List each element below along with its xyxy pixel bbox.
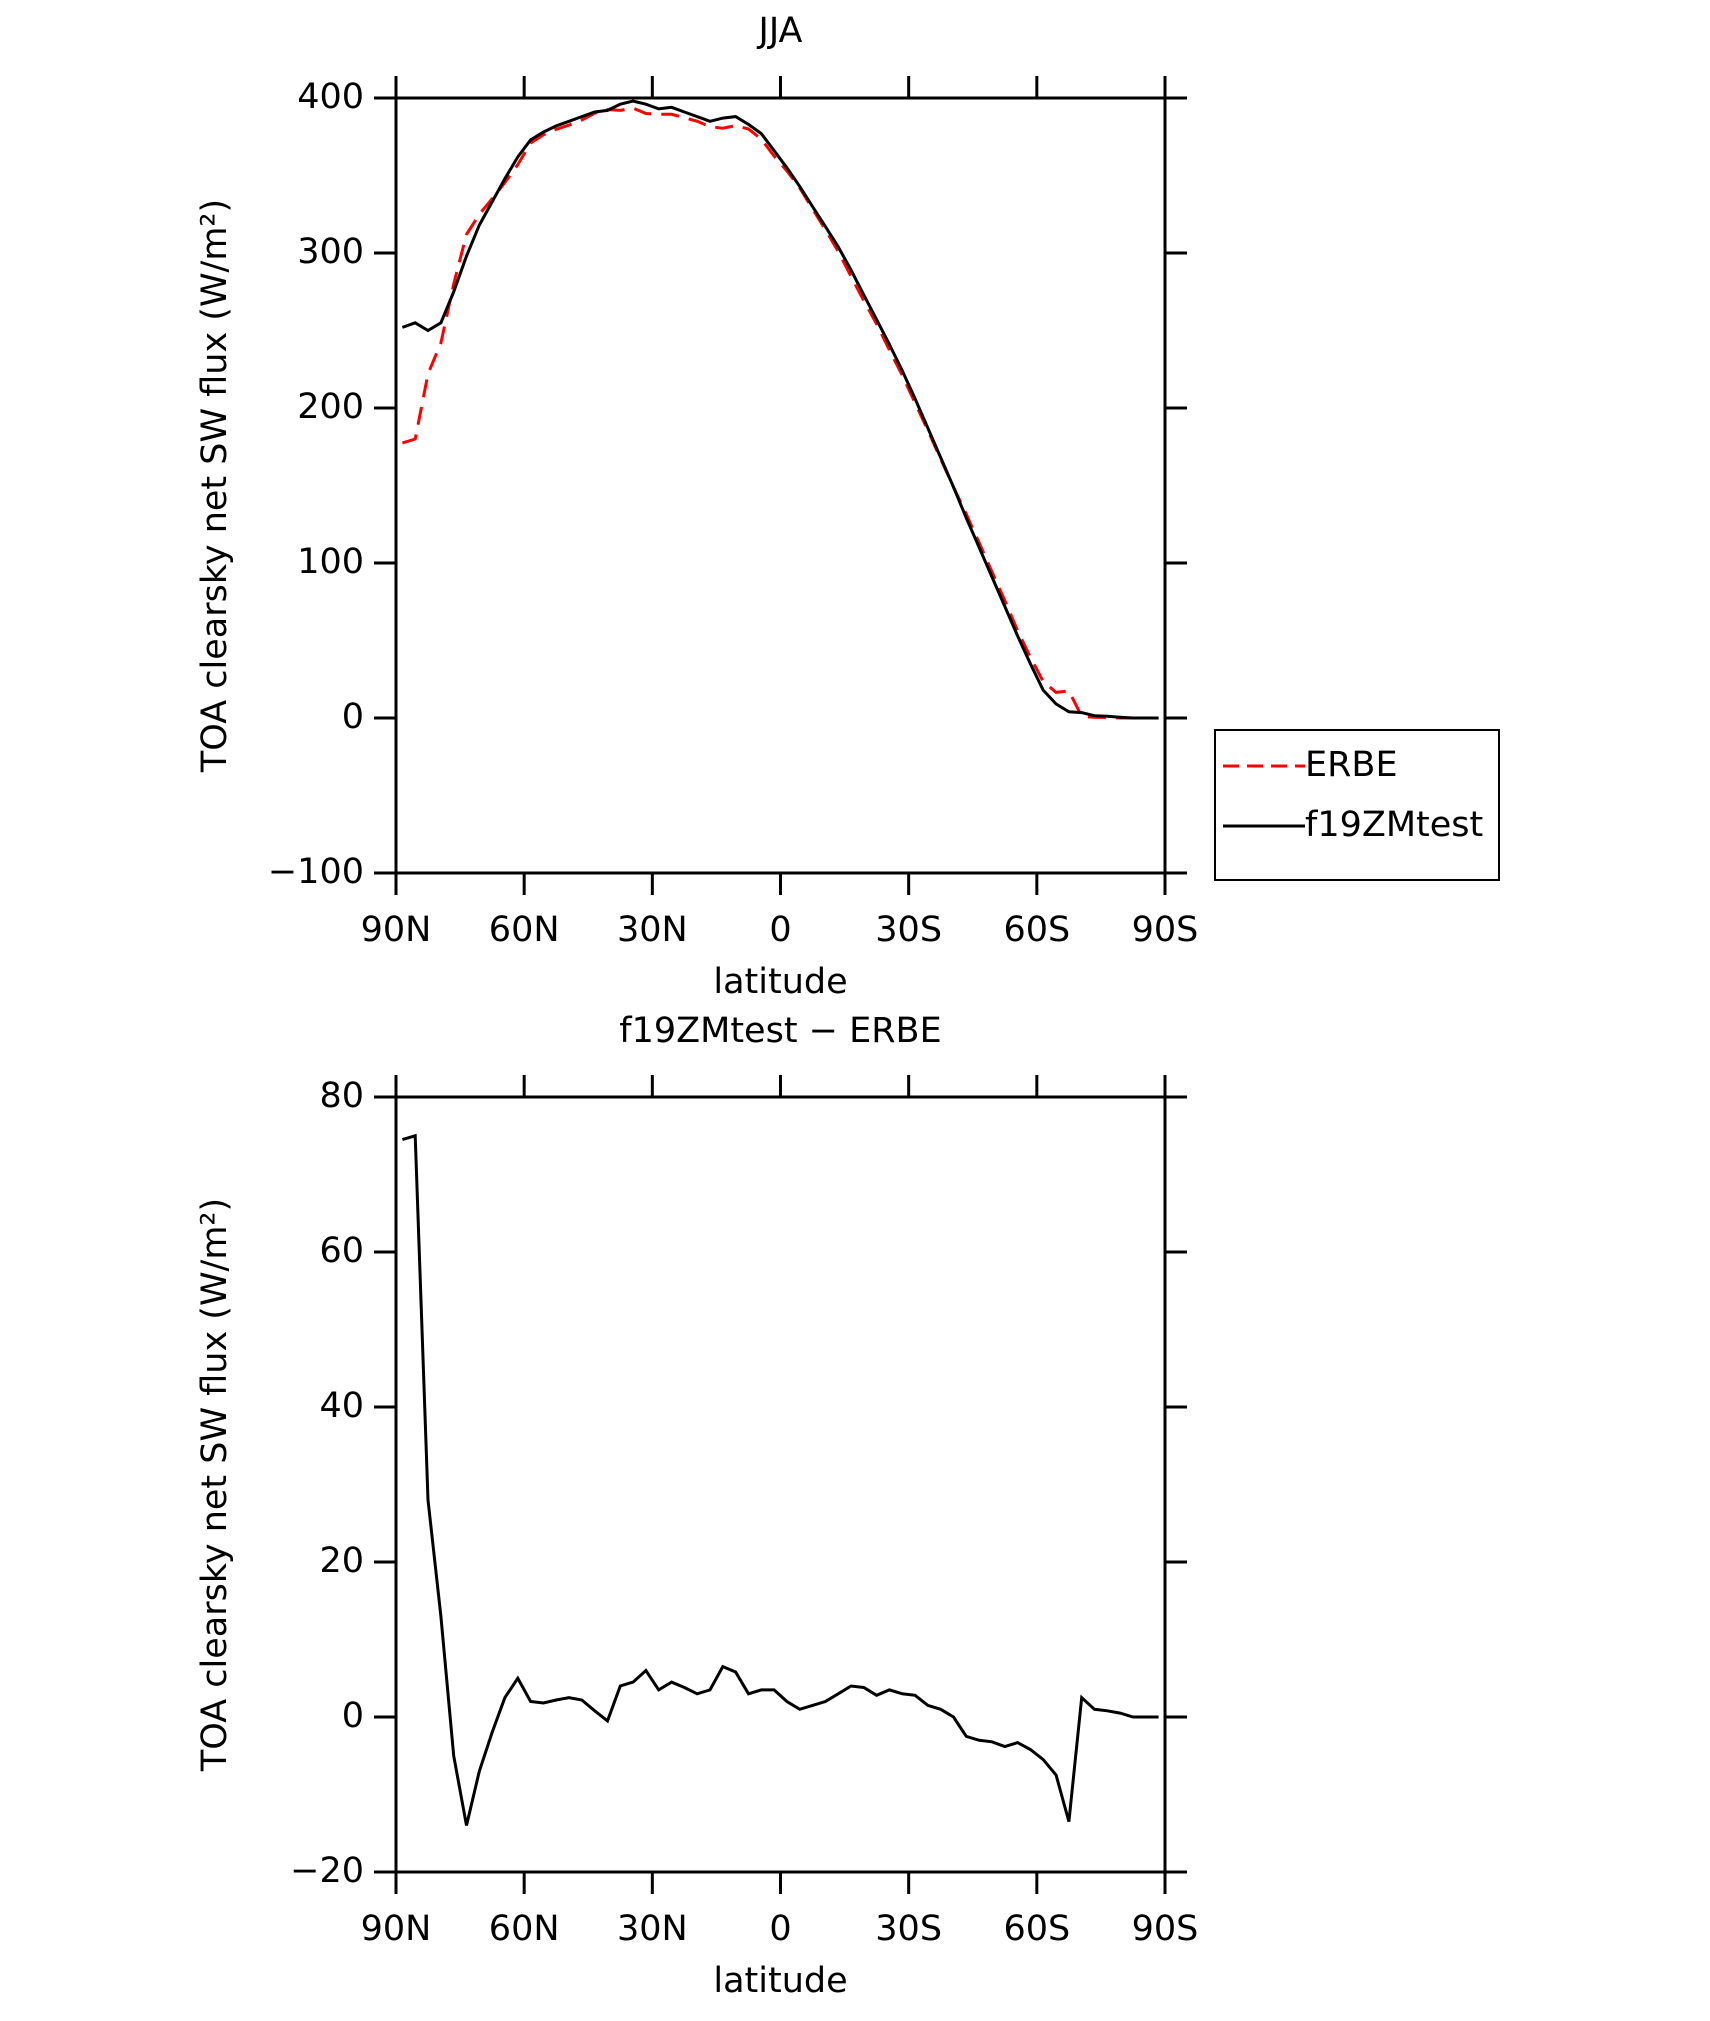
y-axis-label: TOA clearsky net SW flux (W/m²) [195,1198,235,1772]
x-tick-label: 0 [769,1909,791,1949]
x-tick-label: 60S [1003,1909,1070,1949]
series-line [401,99,1159,720]
x-tick-label: 30S [875,1909,942,1949]
panel: f19ZMtest − ERBE −20 0 20 40 60 80 90N 60N 30N 0 30… [195,1011,1198,2001]
y-tick-label: 400 [297,77,364,117]
x-tick-label: 60N [489,1909,560,1949]
panel: JJA −100 0 100 200 300 400 90N 60N 30N 0 30S 60S 90S l… [195,11,1500,1002]
y-axis-label: TOA clearsky net SW flux (W/m²) [195,199,235,773]
y-tick-label: 0 [342,697,364,737]
series-line [401,106,1159,720]
plot-frame [394,96,1167,875]
chart-title: JJA [757,11,803,51]
x-tick-label: 90N [361,910,432,950]
y-tick-label: 20 [319,1541,364,1581]
x-tick-label: 90S [1132,910,1199,950]
y-tick-label: 40 [319,1386,364,1426]
x-tick-label: 30S [875,910,942,950]
y-tick-label: −100 [268,852,364,892]
x-tick-label: 30N [617,910,688,950]
x-tick-label: 90S [1132,1909,1199,1949]
data-line [401,1133,1159,1826]
y-tick-label: 300 [297,232,364,272]
legend-label: ERBE [1305,745,1398,785]
chart-title: f19ZMtest − ERBE [619,1011,941,1051]
plot-frame [394,1095,1167,1874]
y-tick-label: 100 [297,542,364,582]
y-tick-label: 60 [319,1231,364,1271]
x-tick-label: 30N [617,1909,688,1949]
y-tick-label: 0 [342,1696,364,1736]
y-tick-label: −20 [290,1851,364,1891]
legend-label: f19ZMtest [1305,805,1483,845]
x-tick-label: 90N [361,1909,432,1949]
x-tick-label: 60N [489,910,560,950]
legend-box [1214,729,1500,881]
x-axis-label: latitude [713,1961,847,2001]
y-tick-label: 200 [297,387,364,427]
x-tick-label: 0 [769,910,791,950]
x-tick-label: 60S [1003,910,1070,950]
y-tick-label: 80 [319,1076,364,1116]
x-axis-label: latitude [713,962,847,1002]
